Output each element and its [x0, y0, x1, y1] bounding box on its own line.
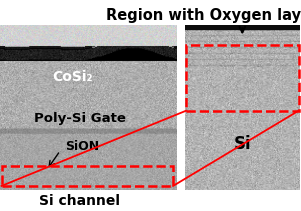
Text: Si channel: Si channel — [39, 194, 120, 208]
Text: Region with Oxygen layers: Region with Oxygen layers — [106, 8, 301, 23]
Bar — [2, 165, 173, 186]
Text: CoSi₂: CoSi₂ — [52, 70, 92, 84]
Text: Poly-Si Gate: Poly-Si Gate — [34, 112, 126, 125]
Bar — [186, 45, 299, 111]
Text: Si: Si — [234, 135, 251, 153]
Text: SiON: SiON — [65, 141, 99, 153]
